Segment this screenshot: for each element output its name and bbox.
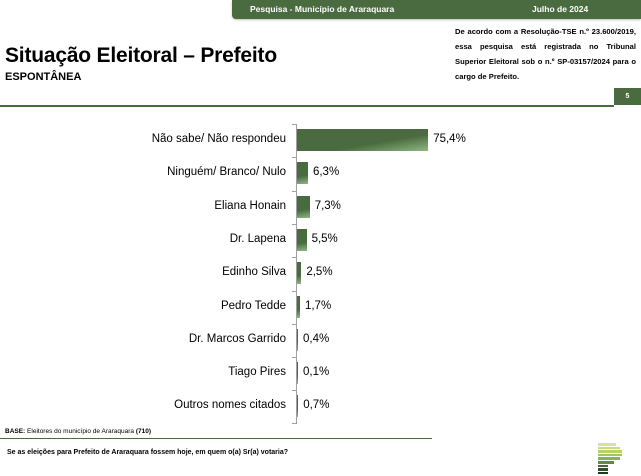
header-divider	[0, 105, 614, 107]
registration-note: De acordo com a Resolução-TSE n.º 23.600…	[455, 27, 636, 81]
bar	[297, 328, 298, 351]
value-label: 6,3%	[312, 166, 340, 179]
axis-tick	[292, 290, 297, 292]
value-label: 1,7%	[304, 299, 332, 312]
bar	[297, 195, 310, 218]
axis-tick	[292, 390, 297, 392]
chart-row: Eliana Honain 7,3%	[0, 190, 641, 224]
page-title: Situação Eleitoral – Prefeito	[5, 44, 277, 67]
bar	[297, 228, 307, 251]
axis-tick	[292, 357, 297, 359]
bar	[297, 129, 429, 151]
chart-row: Ninguém/ Branco/ Nulo 6,3%	[0, 157, 641, 190]
header-band: Pesquisa - Município de Araraquara Julho…	[232, 0, 641, 19]
survey-question: Se as eleições para Prefeito de Araraqua…	[7, 449, 289, 456]
value-label: 2,5%	[306, 266, 333, 279]
value-label: 75,4%	[433, 133, 466, 145]
chart-row: Tiago Pires 0,1%	[0, 357, 641, 390]
category-label: Ninguém/ Branco/ Nulo	[167, 166, 286, 179]
axis-tick	[292, 157, 297, 159]
base-note: BASE: Eleitores do município de Araraqua…	[5, 428, 151, 435]
axis-tick	[292, 223, 297, 225]
chart-row: Dr. Marcos Garrido 0,4%	[0, 323, 641, 357]
value-label: 0,4%	[303, 332, 330, 345]
axis-tick	[292, 257, 297, 259]
category-label: Outros nomes citados	[174, 399, 286, 412]
category-label: Edinho Silva	[222, 266, 286, 279]
axis-tick	[292, 323, 297, 325]
survey-name: Pesquisa - Município de Araraquara	[250, 4, 395, 14]
base-count: (710)	[135, 428, 151, 435]
category-label: Pedro Tedde	[220, 299, 286, 312]
axis-tick	[292, 124, 297, 125]
brand-logo-icon	[598, 443, 622, 476]
category-label: Não sabe/ Não respondeu	[151, 133, 286, 145]
base-label: BASE:	[5, 428, 26, 435]
bar-chart: Não sabe/ Não respondeu 75,4% Ninguém/ Bra…	[0, 124, 641, 424]
page-number: 5	[614, 88, 641, 105]
category-label: Dr. Marcos Garrido	[188, 332, 286, 345]
chart-row: Dr. Lapena 5,5%	[0, 223, 641, 257]
axis-tick	[292, 423, 297, 424]
value-label: 0,7%	[303, 399, 330, 412]
page-subtitle: ESPONTÂNEA	[5, 71, 82, 83]
bar	[297, 395, 299, 418]
base-text: Eleitores do município de Araraquara	[27, 428, 134, 435]
axis-tick	[292, 190, 297, 192]
chart-row: Edinho Silva 2,5%	[0, 257, 641, 290]
footer-divider	[0, 438, 432, 439]
category-label: Tiago Pires	[228, 366, 286, 379]
chart-axis	[296, 124, 297, 424]
bar	[297, 162, 308, 185]
bar	[297, 362, 298, 385]
value-label: 7,3%	[314, 199, 341, 212]
chart-row: Não sabe/ Não respondeu 75,4%	[0, 124, 641, 157]
category-label: Eliana Honain	[214, 199, 286, 212]
category-label: Dr. Lapena	[229, 232, 286, 245]
bar	[297, 295, 300, 318]
value-label: 0,1%	[303, 366, 330, 379]
bar	[297, 262, 302, 285]
chart-row: Pedro Tedde 1,7%	[0, 290, 641, 324]
survey-date: Julho de 2024	[532, 4, 589, 14]
chart-row: Outros nomes citados 0,7%	[0, 390, 641, 423]
value-label: 5,5%	[311, 232, 338, 245]
